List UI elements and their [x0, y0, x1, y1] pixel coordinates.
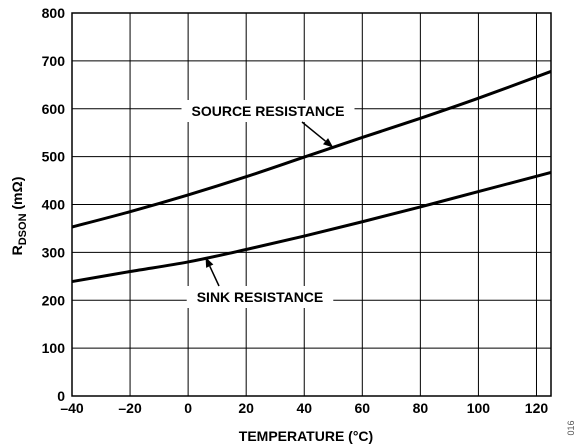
- annotation-sink-label: SINK RESISTANCE: [197, 289, 324, 305]
- y-axis-title-subscript: DSON: [17, 213, 29, 245]
- x-axis-title: TEMPERATURE (°C): [239, 428, 373, 444]
- figure-id: 016: [566, 420, 576, 435]
- y-tick-label: 600: [42, 101, 66, 117]
- grid-lines: [71, 12, 551, 397]
- y-axis-title-unit: (mΩ): [9, 177, 25, 214]
- x-tick-label: –40: [60, 400, 84, 416]
- annotation-sink-resistance: SINK RESISTANCE: [186, 257, 334, 308]
- y-tick-label: 0: [57, 388, 65, 404]
- y-tick-label: 800: [42, 5, 66, 21]
- y-axis-title-main: R: [9, 245, 25, 255]
- y-tick-label: 400: [42, 197, 66, 213]
- y-tick-labels: 0 100 200 300 400 500 600 700 800: [42, 5, 66, 404]
- y-tick-label: 200: [42, 292, 66, 308]
- x-tick-label: 60: [355, 400, 371, 416]
- annotation-sink-bg: [186, 286, 334, 308]
- annotation-source-arrow: [301, 121, 327, 142]
- series-line-source-resistance: [71, 70, 552, 229]
- x-tick-label: 20: [238, 400, 254, 416]
- annotation-source-arrowhead: [322, 138, 334, 148]
- annotation-source-resistance: SOURCE RESISTANCE: [181, 100, 355, 148]
- y-tick-label: 300: [42, 244, 66, 260]
- annotation-source-bg: [181, 100, 355, 122]
- y-tick-label: 100: [42, 340, 66, 356]
- y-tick-label: 700: [42, 53, 66, 69]
- y-tick-label: 500: [42, 149, 66, 165]
- series-line-sink-resistance: [71, 170, 552, 284]
- annotation-sink-arrowhead: [205, 257, 214, 268]
- x-tick-label: –20: [118, 400, 142, 416]
- x-tick-label: 120: [525, 400, 549, 416]
- x-tick-label: 40: [296, 400, 312, 416]
- x-tick-labels: –40 –20 0 20 40 60 80 100 120: [60, 400, 548, 416]
- x-tick-label: 0: [184, 400, 192, 416]
- annotation-source-label: SOURCE RESISTANCE: [192, 103, 345, 119]
- annotation-sink-arrow: [209, 265, 220, 287]
- y-axis-title: RDSON (mΩ): [9, 177, 29, 256]
- series-layer: [71, 70, 552, 284]
- plot-frame: [71, 12, 552, 397]
- x-tick-label: 100: [467, 400, 491, 416]
- x-tick-label: 80: [413, 400, 429, 416]
